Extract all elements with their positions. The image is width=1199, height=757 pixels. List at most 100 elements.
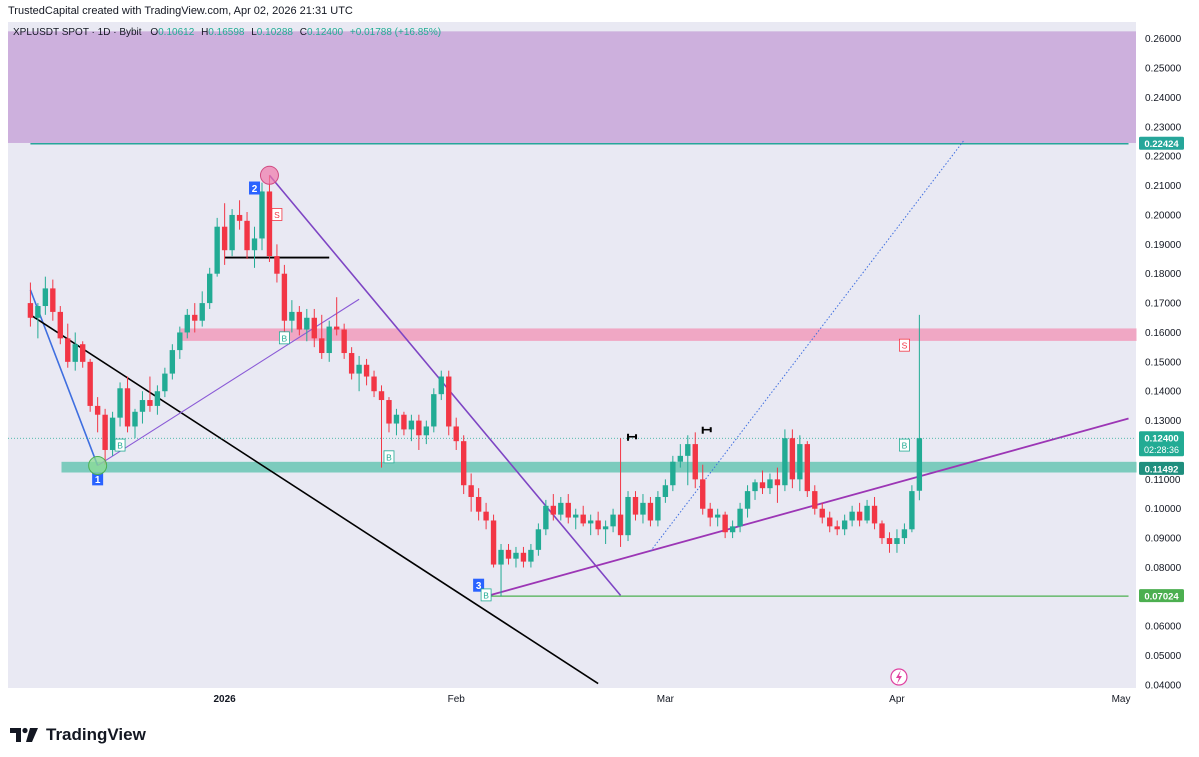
candle[interactable]: [804, 441, 811, 497]
candle[interactable]: [199, 291, 205, 327]
candle[interactable]: [236, 200, 243, 230]
candle[interactable]: [475, 488, 482, 521]
candle[interactable]: [670, 455, 676, 492]
candle[interactable]: [782, 429, 788, 492]
candle[interactable]: [700, 464, 706, 515]
candle[interactable]: [617, 438, 624, 547]
candle[interactable]: [453, 417, 459, 450]
candle[interactable]: [169, 344, 176, 380]
candle[interactable]: [87, 358, 93, 412]
candle[interactable]: [827, 511, 833, 533]
candle[interactable]: [214, 217, 220, 277]
candle[interactable]: [543, 499, 549, 536]
candle[interactable]: [879, 520, 885, 544]
candle[interactable]: [266, 175, 273, 262]
candle[interactable]: [483, 502, 489, 530]
candle[interactable]: [162, 367, 168, 398]
candle[interactable]: [109, 411, 116, 456]
candle[interactable]: [117, 382, 123, 427]
candle[interactable]: [714, 508, 721, 527]
candle[interactable]: [423, 420, 430, 445]
candle[interactable]: [662, 479, 669, 503]
candle[interactable]: [192, 303, 198, 333]
candle[interactable]: [767, 473, 773, 495]
candle[interactable]: [408, 414, 415, 442]
candle[interactable]: [259, 182, 265, 251]
candle[interactable]: [42, 276, 49, 315]
candle[interactable]: [841, 514, 848, 536]
candle[interactable]: [565, 494, 571, 524]
candle[interactable]: [416, 414, 422, 450]
candle[interactable]: [147, 376, 153, 412]
candle[interactable]: [386, 397, 392, 433]
candle[interactable]: [65, 323, 71, 368]
candle[interactable]: [909, 485, 915, 533]
candle[interactable]: [834, 520, 840, 536]
candle[interactable]: [431, 388, 437, 433]
candle[interactable]: [573, 508, 579, 530]
candle[interactable]: [647, 496, 654, 527]
candle[interactable]: [378, 385, 385, 468]
candle[interactable]: [535, 523, 542, 556]
candle[interactable]: [326, 320, 332, 362]
candle[interactable]: [707, 502, 713, 527]
candle[interactable]: [916, 314, 923, 501]
candle[interactable]: [50, 279, 56, 321]
candle[interactable]: [311, 308, 317, 348]
candle[interactable]: [677, 444, 684, 468]
candle[interactable]: [94, 397, 101, 433]
candle[interactable]: [722, 511, 728, 539]
candle[interactable]: [729, 520, 736, 539]
candle[interactable]: [513, 546, 519, 568]
candle[interactable]: [274, 244, 280, 283]
candle[interactable]: [520, 546, 527, 568]
candle[interactable]: [296, 306, 303, 336]
candle[interactable]: [393, 408, 400, 436]
candle[interactable]: [446, 370, 452, 436]
candle[interactable]: [363, 358, 370, 386]
candle[interactable]: [849, 505, 855, 527]
candle[interactable]: [759, 470, 766, 495]
candle[interactable]: [580, 505, 586, 527]
candle[interactable]: [72, 332, 78, 371]
candle[interactable]: [692, 432, 698, 489]
candle[interactable]: [401, 411, 407, 436]
candle[interactable]: [356, 355, 362, 392]
candle[interactable]: [289, 300, 295, 333]
candle[interactable]: [737, 502, 743, 533]
candle[interactable]: [35, 303, 41, 339]
candle[interactable]: [57, 306, 63, 345]
candle[interactable]: [154, 385, 161, 415]
candle[interactable]: [244, 212, 250, 260]
candle[interactable]: [871, 496, 878, 530]
candle[interactable]: [625, 491, 631, 542]
candle[interactable]: [139, 391, 146, 424]
candle[interactable]: [640, 494, 646, 524]
candle[interactable]: [685, 435, 691, 486]
candle[interactable]: [438, 370, 444, 401]
candle[interactable]: [886, 532, 893, 553]
candle[interactable]: [797, 435, 803, 492]
candle[interactable]: [124, 376, 131, 433]
candle[interactable]: [184, 308, 190, 339]
candle[interactable]: [864, 499, 870, 524]
candle[interactable]: [251, 226, 258, 268]
candle[interactable]: [894, 529, 900, 553]
candle[interactable]: [460, 435, 467, 495]
candle[interactable]: [632, 491, 639, 521]
candle[interactable]: [102, 408, 108, 465]
candle[interactable]: [901, 523, 908, 544]
candle[interactable]: [490, 514, 497, 568]
candle[interactable]: [80, 341, 86, 368]
candle[interactable]: [528, 543, 534, 568]
candle[interactable]: [774, 467, 781, 503]
candle[interactable]: [610, 508, 616, 533]
candle[interactable]: [550, 494, 557, 521]
candle[interactable]: [744, 485, 751, 518]
candle[interactable]: [333, 297, 340, 336]
candle[interactable]: [319, 314, 325, 359]
candle[interactable]: [505, 543, 512, 565]
candle[interactable]: [595, 511, 601, 536]
